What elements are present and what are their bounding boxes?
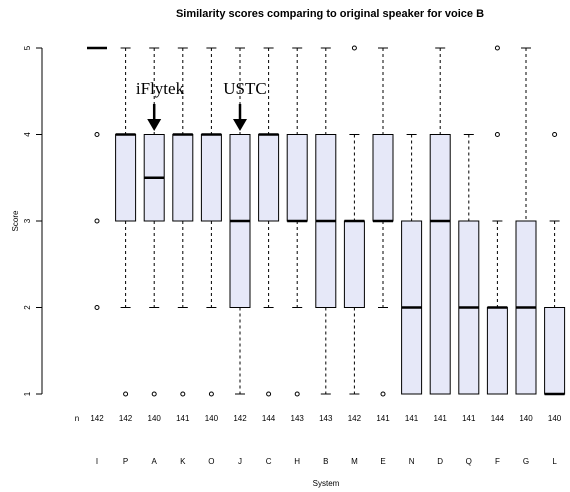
annotation: USTC	[223, 79, 266, 98]
outlier	[94, 132, 100, 137]
outlier	[123, 391, 129, 397]
x-tick-label: D	[437, 457, 443, 466]
x-tick-label: P	[123, 457, 128, 466]
box	[343, 220, 365, 308]
x-tick-label: I	[96, 457, 98, 466]
n-count: 142	[90, 414, 104, 423]
n-count: 141	[405, 414, 419, 423]
y-axis-label: Score	[11, 210, 20, 231]
x-tick-label: Q	[466, 457, 472, 466]
box	[286, 134, 308, 222]
outlier	[94, 305, 100, 310]
outlier	[494, 45, 500, 51]
chart-title: Similarity scores comparing to original …	[176, 8, 484, 20]
n-count: 141	[434, 414, 448, 423]
n-label: n	[75, 414, 79, 423]
n-count: 141	[462, 414, 476, 423]
n-count: 143	[291, 414, 305, 423]
box	[200, 134, 222, 222]
x-tick-label: H	[294, 457, 300, 466]
n-count: 144	[262, 414, 276, 423]
n-count: 144	[491, 414, 505, 423]
x-tick-label: N	[409, 457, 415, 466]
x-tick-label: C	[266, 457, 272, 466]
annotation: iFlytek	[136, 79, 185, 98]
x-tick-label: F	[495, 457, 500, 466]
y-tick-label: 2	[23, 305, 32, 310]
n-count: 143	[319, 414, 333, 423]
x-tick-label: E	[380, 457, 385, 466]
box	[172, 134, 194, 222]
outlier	[380, 391, 386, 397]
outlier	[266, 391, 272, 397]
x-tick-label: B	[323, 457, 328, 466]
arrow-head	[233, 119, 247, 131]
n-count: 140	[148, 414, 162, 423]
n-count: 141	[176, 414, 190, 423]
box	[258, 134, 280, 222]
x-axis-label: System	[313, 479, 340, 488]
outlier	[494, 132, 500, 137]
outlier	[180, 391, 186, 397]
x-tick-label: M	[351, 457, 358, 466]
box	[115, 134, 137, 222]
arrow-head	[147, 119, 162, 131]
box	[486, 307, 508, 395]
n-count: 141	[376, 414, 390, 423]
box	[544, 307, 566, 395]
outlier	[151, 391, 157, 397]
outlier	[351, 45, 357, 51]
x-tick-label: O	[208, 457, 214, 466]
n-count: 140	[519, 414, 533, 423]
box	[429, 134, 451, 395]
n-count: 140	[205, 414, 219, 423]
outlier	[552, 132, 558, 137]
y-tick-label: 3	[23, 218, 32, 223]
x-tick-label: J	[238, 457, 242, 466]
box	[372, 134, 394, 222]
y-tick-label: 4	[23, 132, 32, 137]
x-tick-label: G	[523, 457, 529, 466]
n-count: 140	[548, 414, 562, 423]
outlier	[294, 391, 300, 397]
y-tick-label: 1	[23, 391, 32, 396]
n-count: 142	[119, 414, 133, 423]
outlier	[208, 391, 214, 397]
y-tick-label: 5	[23, 45, 32, 50]
x-tick-label: A	[152, 457, 158, 466]
outlier	[94, 218, 100, 224]
x-tick-label: L	[552, 457, 557, 466]
x-tick-label: K	[180, 457, 186, 466]
n-count: 142	[233, 414, 247, 423]
n-count: 142	[348, 414, 362, 423]
